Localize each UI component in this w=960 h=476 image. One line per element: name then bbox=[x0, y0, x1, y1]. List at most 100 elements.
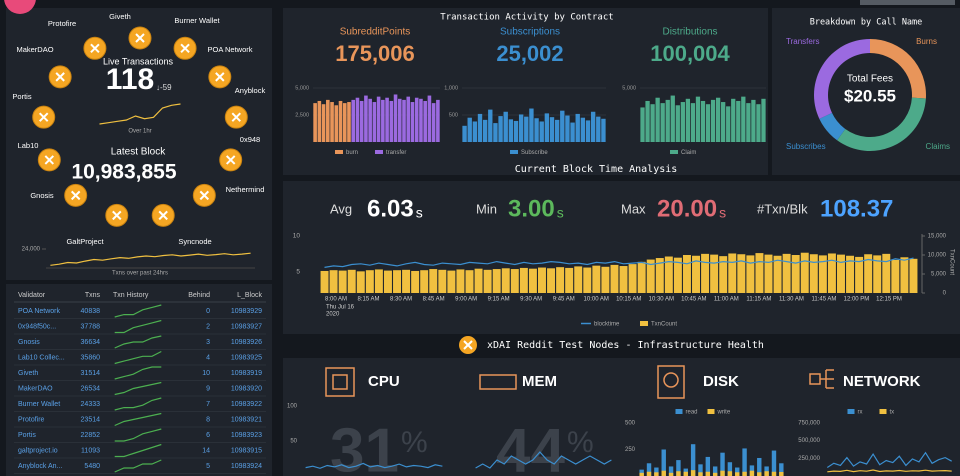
disk-bar bbox=[698, 464, 703, 476]
validator-behind: 8 bbox=[206, 416, 210, 423]
txn-bar bbox=[809, 254, 818, 293]
validator-behind: 3 bbox=[206, 339, 210, 346]
y-tick-label: 1,000 bbox=[444, 85, 458, 91]
txn-bar bbox=[909, 258, 918, 293]
validator-name: Portis bbox=[18, 432, 36, 439]
bar bbox=[650, 104, 655, 142]
bar bbox=[423, 100, 427, 142]
txn-history-spark bbox=[114, 319, 162, 334]
validator-lblock: 10983919 bbox=[231, 370, 262, 377]
y-tick-label: 5 bbox=[296, 268, 300, 275]
validator-name: galtproject.io bbox=[18, 447, 58, 454]
usage-unit: % bbox=[567, 426, 594, 459]
validator-node-label: Protofire bbox=[48, 19, 76, 28]
live-delta: ↓-59 bbox=[156, 83, 172, 92]
bar bbox=[570, 122, 575, 142]
validator-txns: 26534 bbox=[81, 385, 101, 392]
table-header: Behind bbox=[188, 292, 210, 299]
txn-bar bbox=[737, 254, 746, 293]
txn-bar bbox=[411, 270, 420, 293]
validator-lblock: 10983926 bbox=[231, 339, 262, 346]
bar bbox=[462, 125, 467, 142]
txn-bar bbox=[637, 261, 646, 293]
validator-name: Gnosis bbox=[18, 339, 40, 346]
bar bbox=[518, 114, 524, 142]
logo bbox=[4, 0, 36, 14]
txn-bar bbox=[519, 267, 528, 293]
usage-value: 31 bbox=[330, 416, 399, 476]
table-header: Txn History bbox=[113, 292, 149, 299]
y2-tick-label: 15,000 bbox=[928, 234, 947, 240]
legend-label: transfer bbox=[386, 150, 406, 156]
txn-bar bbox=[574, 266, 583, 293]
txn-bar bbox=[900, 257, 909, 293]
cpu-icon bbox=[325, 367, 355, 397]
disk-bar bbox=[720, 452, 725, 476]
validator-name: 0x948f50c... bbox=[18, 323, 56, 330]
mem-line bbox=[475, 451, 612, 469]
txn-bar bbox=[782, 253, 791, 293]
txn-bar bbox=[864, 254, 873, 293]
validator-node-x bbox=[199, 190, 210, 201]
bar bbox=[585, 120, 591, 142]
txn-bar bbox=[447, 270, 456, 293]
validator-node-label: Burner Wallet bbox=[174, 16, 220, 25]
usage-value: 44 bbox=[496, 416, 565, 476]
legend-swatch bbox=[847, 409, 855, 414]
validator-node-label: POA Network bbox=[207, 45, 252, 54]
donut-label: Transfers bbox=[786, 37, 820, 46]
donut-label: Burns bbox=[916, 37, 937, 46]
txn-bar bbox=[728, 253, 737, 293]
validator-txns: 40838 bbox=[81, 308, 101, 315]
disk-bar bbox=[646, 471, 652, 476]
disk-bar bbox=[742, 448, 747, 476]
txn-bar bbox=[383, 270, 392, 293]
bar bbox=[660, 103, 665, 142]
legend-swatch bbox=[375, 150, 383, 154]
validator-behind: 5 bbox=[206, 463, 210, 470]
top-button[interactable] bbox=[860, 0, 955, 5]
x-tick-label: 12:15 PM bbox=[876, 297, 902, 303]
txn-bar bbox=[338, 270, 347, 293]
x-tick-label: 8:00 AM bbox=[325, 297, 347, 303]
txn-bar bbox=[791, 255, 800, 293]
table-header: Validator bbox=[18, 292, 46, 299]
txn-history-spark bbox=[114, 459, 162, 473]
x-tick-label: 9:00 AM bbox=[455, 297, 477, 303]
donut-slice bbox=[819, 112, 846, 141]
validator-behind: 4 bbox=[206, 354, 210, 361]
live-label: Live Transactions bbox=[103, 56, 174, 66]
disk-bar bbox=[779, 463, 784, 476]
disk-bar bbox=[705, 471, 711, 476]
txn-bar bbox=[673, 257, 682, 293]
bar bbox=[670, 95, 675, 142]
bar bbox=[601, 118, 606, 142]
live-value: 118 bbox=[106, 63, 154, 96]
validator-node-label: 0x948 bbox=[240, 135, 260, 144]
txn-bar bbox=[710, 254, 719, 293]
disk-bar bbox=[771, 450, 777, 476]
bar bbox=[397, 98, 402, 142]
txn-bar bbox=[583, 267, 592, 293]
bar bbox=[436, 99, 440, 142]
activity-title: Transaction Activity by Contract bbox=[440, 13, 613, 23]
legend-swatch bbox=[879, 409, 887, 414]
disk-bar bbox=[654, 467, 659, 476]
bar bbox=[498, 116, 503, 142]
stat-label: #Txn/Blk bbox=[757, 201, 808, 216]
validator-node-x bbox=[231, 112, 242, 122]
infra-col-title: NETWORK bbox=[843, 373, 921, 390]
txn-history-spark bbox=[114, 381, 162, 396]
infra-col-title: DISK bbox=[703, 373, 739, 390]
bar bbox=[364, 95, 368, 142]
stat-value: 108.37 bbox=[820, 195, 893, 222]
bar bbox=[645, 100, 650, 142]
infra-title: xDAI Reddit Test Nodes - Infrastructure … bbox=[487, 340, 764, 351]
txn-bar bbox=[873, 255, 882, 293]
txn-history-spark bbox=[114, 350, 162, 365]
validator-name: POA Network bbox=[18, 308, 61, 315]
bar bbox=[741, 96, 746, 142]
disk-bar bbox=[712, 466, 718, 476]
bar bbox=[431, 103, 436, 142]
